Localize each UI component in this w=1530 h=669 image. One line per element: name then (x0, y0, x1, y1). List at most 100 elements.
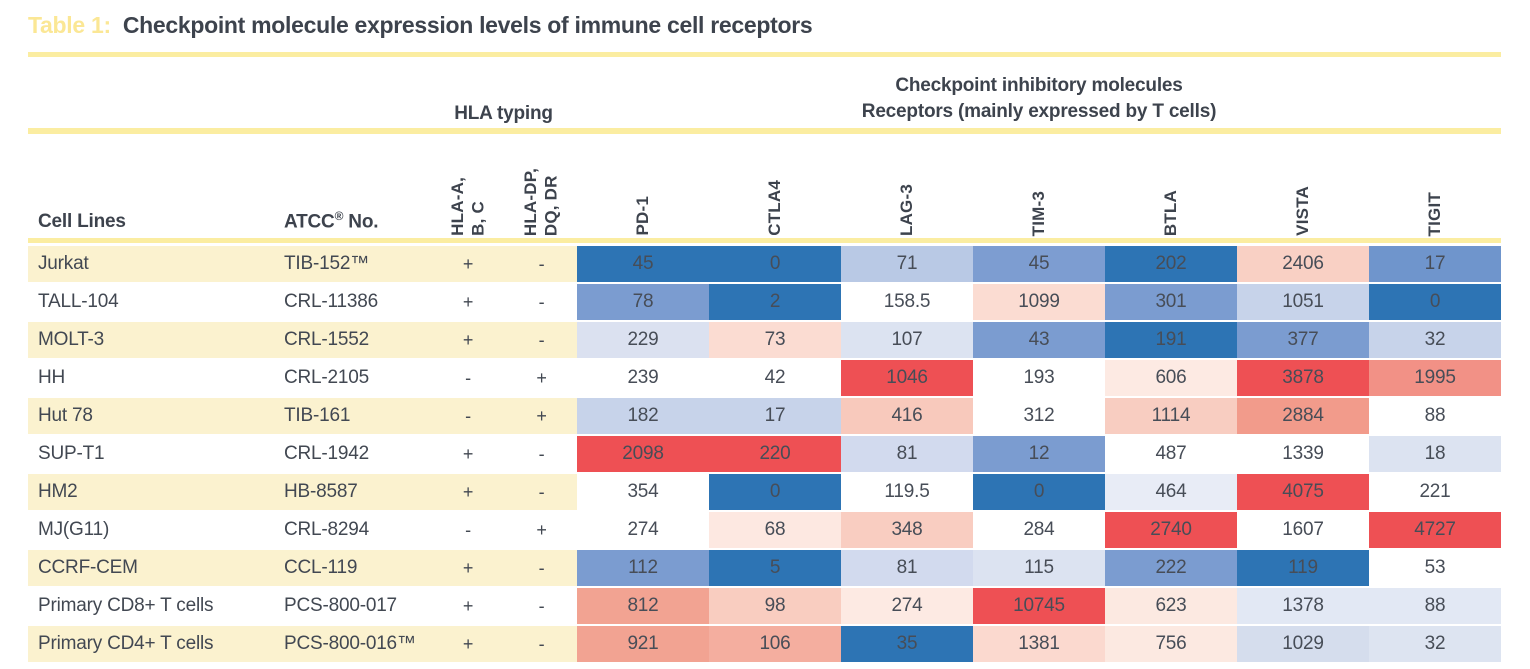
table-row: HH CRL-2105- +239 42 1046 193 606 3878 1995 (28, 360, 1501, 398)
atcc-number: PCS-800-017 (270, 588, 430, 626)
heat-cell-ctla4: 5 (709, 550, 841, 588)
heat-cell-tim-3: 284 (973, 512, 1105, 550)
heat-cell-tigit: 32 (1369, 322, 1501, 360)
heat-cell-ctla4: 2 (709, 284, 841, 322)
atcc-number: PCS-800-016™ (270, 626, 430, 664)
heat-cell-tim-3: 1381 (973, 626, 1105, 664)
hla-dpdqdr-value: - (506, 322, 577, 360)
heat-cell-tigit: 221 (1369, 474, 1501, 512)
heat-cell-btla: 487 (1105, 436, 1237, 474)
heat-cell-ctla4: 0 (709, 474, 841, 512)
heat-cell-pd-1: 239 (577, 360, 709, 398)
heat-cell-ctla4: 220 (709, 436, 841, 474)
atcc-number: CRL-1552 (270, 322, 430, 360)
column-header-btla: BTLA (1160, 189, 1180, 236)
heat-cell-tigit: 18 (1369, 436, 1501, 474)
hla-dpdqdr-value: - (506, 436, 577, 474)
column-header-cell-lines: Cell Lines (38, 211, 126, 232)
table-row: TALL-104 CRL-11386 + -78 2 158.5 1099 301 1051 0 (28, 284, 1501, 322)
heat-cell-pd-1: 78 (577, 284, 709, 322)
table-row: HM2 HB-8587 + -354 0 119.5 0 464 4075 221 (28, 474, 1501, 512)
column-header-hla-abc: HLA-A, B, C (447, 177, 487, 236)
table-row: Primary CD8+ T cells PCS-800-017 + -812 98 27… (28, 588, 1501, 626)
table-row: Hut 78 TIB-161- +182 17 416 312 1114 2884 88 (28, 398, 1501, 436)
heat-cell-tigit: 53 (1369, 550, 1501, 588)
cell-line-name: MJ(G11) (28, 512, 270, 550)
hla-abc-value: - (430, 360, 506, 398)
column-header-hla-dpdqdr: HLA-DP, DQ, DR (521, 167, 561, 236)
heat-cell-ctla4: 42 (709, 360, 841, 398)
hla-dpdqdr-value: - (506, 626, 577, 664)
cell-line-name: MOLT-3 (28, 322, 270, 360)
atcc-number: CCL-119 (270, 550, 430, 588)
heat-cell-btla: 464 (1105, 474, 1237, 512)
heat-cell-btla: 202 (1105, 246, 1237, 284)
cell-line-name: HM2 (28, 474, 270, 512)
hla-abc-value: + (430, 436, 506, 474)
hla-dpdqdr-value: + (506, 398, 577, 436)
heat-cell-btla: 222 (1105, 550, 1237, 588)
column-header-tim-3: TIM-3 (1028, 190, 1048, 236)
heat-cell-tigit: 1995 (1369, 360, 1501, 398)
heat-cell-tim-3: 0 (973, 474, 1105, 512)
heat-cell-pd-1: 229 (577, 322, 709, 360)
cell-line-name: Primary CD4+ T cells (28, 626, 270, 664)
heat-cell-tigit: 32 (1369, 626, 1501, 664)
hla-dpdqdr-value: - (506, 550, 577, 588)
heat-cell-pd-1: 274 (577, 512, 709, 550)
heat-cell-btla: 756 (1105, 626, 1237, 664)
column-header-vista-cell: VISTA (1237, 134, 1369, 238)
heat-cell-vista: 1029 (1237, 626, 1369, 664)
heat-cell-pd-1: 182 (577, 398, 709, 436)
hla-dpdqdr-value: + (506, 360, 577, 398)
heat-cell-btla: 1114 (1105, 398, 1237, 436)
heat-cell-vista: 3878 (1237, 360, 1369, 398)
heat-cell-ctla4: 68 (709, 512, 841, 550)
atcc-number: TIB-161 (270, 398, 430, 436)
heat-cell-pd-1: 112 (577, 550, 709, 588)
hla-abc-value: - (430, 512, 506, 550)
heat-cell-lag-3: 107 (841, 322, 973, 360)
heat-cell-ctla4: 73 (709, 322, 841, 360)
heat-cell-btla: 606 (1105, 360, 1237, 398)
heat-cell-lag-3: 35 (841, 626, 973, 664)
column-header-atcc-no: ATCC® No. (270, 209, 430, 238)
heat-cell-tigit: 88 (1369, 588, 1501, 626)
atcc-label-name: ATCC (284, 211, 335, 232)
column-header-hla-abc-cell: HLA-A, B, C (430, 134, 506, 238)
heat-cell-vista: 1378 (1237, 588, 1369, 626)
column-header-pd-1: PD-1 (632, 196, 652, 236)
atcc-label-rest: No. (343, 211, 379, 232)
heat-cell-pd-1: 354 (577, 474, 709, 512)
column-header-ctla4: CTLA4 (764, 180, 784, 236)
heat-cell-tim-3: 43 (973, 322, 1105, 360)
table-row: CCRF-CEM CCL-119 + -112 5 81 115 222 119 53 (28, 550, 1501, 588)
atcc-number: CRL-8294 (270, 512, 430, 550)
heat-cell-tim-3: 45 (973, 246, 1105, 284)
atcc-number: HB-8587 (270, 474, 430, 512)
heat-cell-btla: 301 (1105, 284, 1237, 322)
heat-cell-vista: 119 (1237, 550, 1369, 588)
hla-abc-value: + (430, 322, 506, 360)
heat-cell-btla: 623 (1105, 588, 1237, 626)
hla-abc-value: - (430, 398, 506, 436)
table-number-label: Table 1: (28, 12, 111, 38)
column-header-tigit-cell: TIGIT (1369, 134, 1501, 238)
table-title: Table 1: Checkpoint molecule expression … (28, 12, 1501, 46)
cell-line-name: HH (28, 360, 270, 398)
table-row: SUP-T1 CRL-1942 + -2098 220 81 12 487 1339 18 (28, 436, 1501, 474)
column-header-tim-3-cell: TIM-3 (973, 134, 1105, 238)
column-header-ctla4-cell: CTLA4 (709, 134, 841, 238)
heat-cell-lag-3: 119.5 (841, 474, 973, 512)
hla-dpdqdr-value: - (506, 474, 577, 512)
divider-line-bottom (28, 238, 1501, 243)
heat-cell-vista: 2884 (1237, 398, 1369, 436)
divider-line-middle (28, 128, 1501, 134)
divider-line-top (28, 52, 1501, 57)
group-header-checkpoint: Checkpoint inhibitory molecules Receptor… (577, 73, 1501, 125)
registered-mark-icon: ® (334, 208, 344, 223)
heat-cell-lag-3: 1046 (841, 360, 973, 398)
column-header-hla-dpdqdr-cell: HLA-DP, DQ, DR (506, 134, 577, 238)
heat-cell-lag-3: 81 (841, 550, 973, 588)
